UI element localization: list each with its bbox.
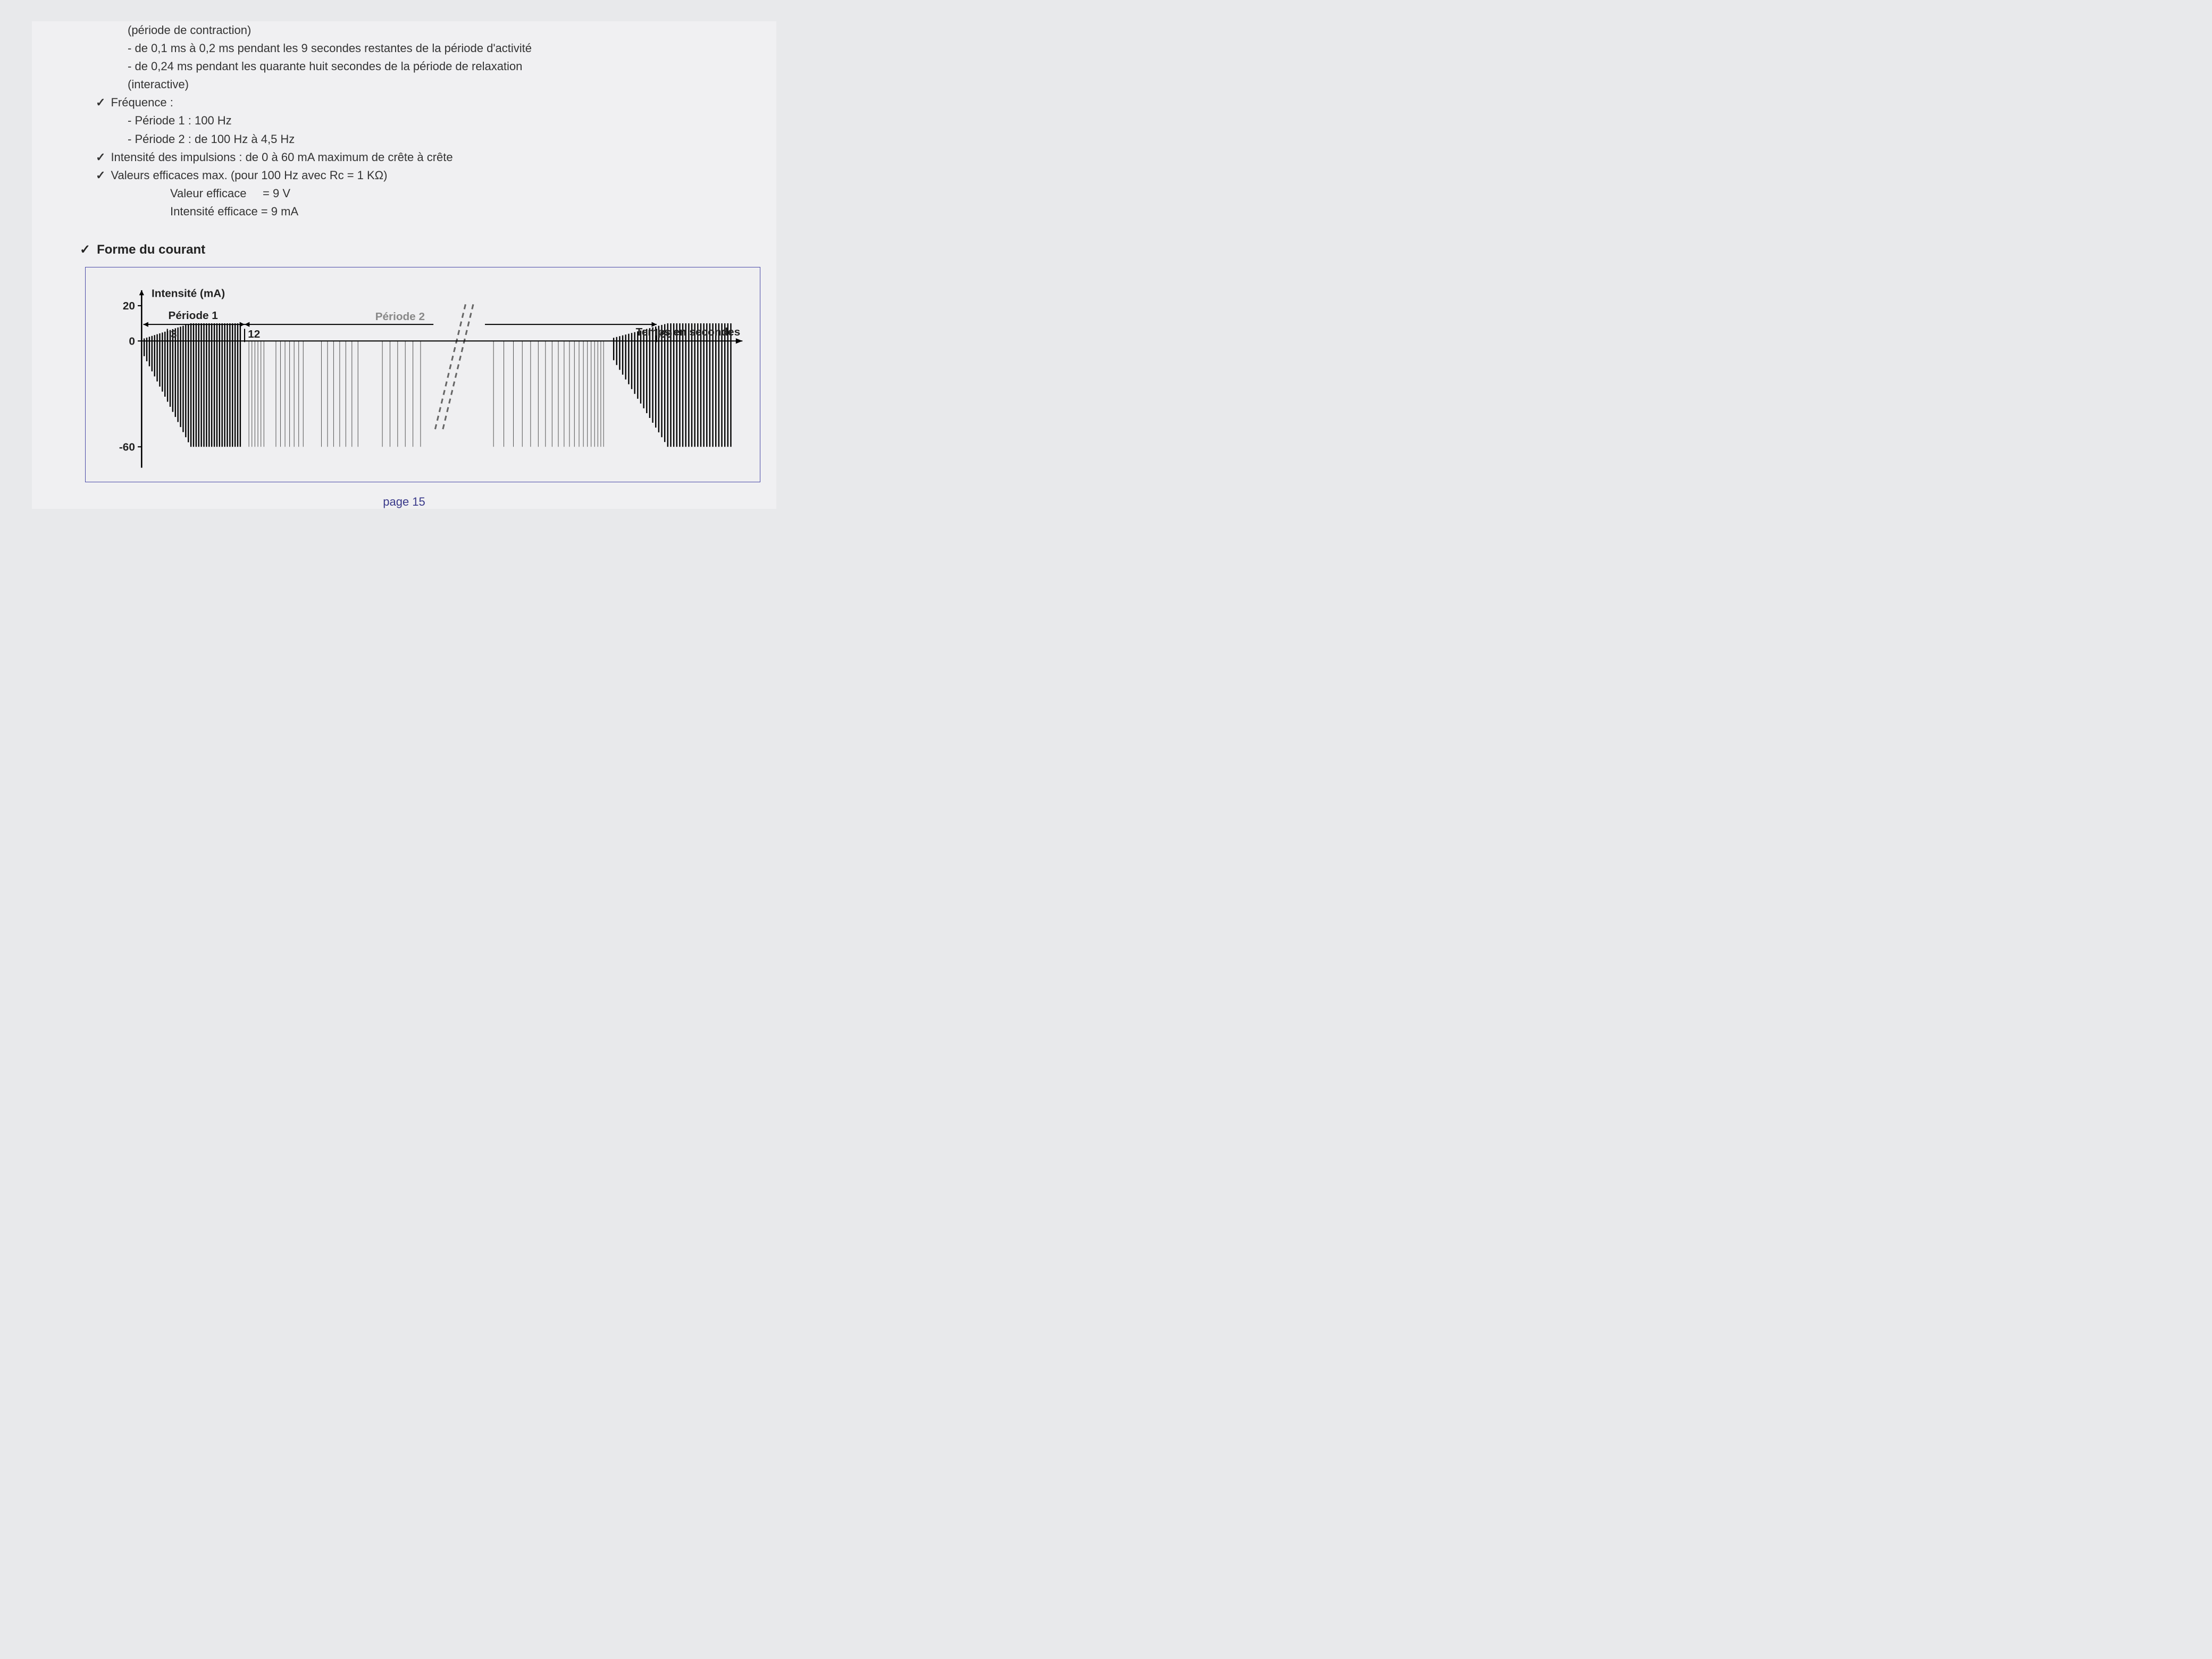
svg-text:20: 20 xyxy=(123,300,135,312)
forme-heading: Forme du courant xyxy=(80,242,776,257)
text-line: Valeur efficace = 9 V xyxy=(170,185,776,203)
text-line: Période 2 : de 100 Hz à 4,5 Hz xyxy=(128,130,776,148)
svg-text:Période 1: Période 1 xyxy=(169,309,218,322)
document-page: (période de contraction) de 0,1 ms à 0,2… xyxy=(32,21,776,509)
svg-text:3: 3 xyxy=(171,328,177,340)
waveform-svg: 200-6031260Intensité (mA)Temps en second… xyxy=(92,277,753,475)
text-line: Intensité efficace = 9 mA xyxy=(170,203,776,221)
svg-text:Intensité (mA): Intensité (mA) xyxy=(152,287,225,299)
svg-text:Temps en secondes: Temps en secondes xyxy=(636,326,741,338)
svg-text:-60: -60 xyxy=(119,441,135,454)
eff-heading: Valeurs efficaces max. (pour 100 Hz avec… xyxy=(96,166,776,185)
svg-text:0: 0 xyxy=(129,336,135,348)
page-number: page 15 xyxy=(32,495,776,509)
imp-line: Intensité des impulsions : de 0 à 60 mA … xyxy=(96,148,776,166)
waveform-chart: 200-6031260Intensité (mA)Temps en second… xyxy=(85,267,760,482)
text-line: Période 1 : 100 Hz xyxy=(128,112,776,130)
text-line: (interactive) xyxy=(128,76,776,94)
text-line: de 0,1 ms à 0,2 ms pendant les 9 seconde… xyxy=(128,39,776,57)
text-line: de 0,24 ms pendant les quarante huit sec… xyxy=(128,57,776,76)
freq-heading: Fréquence : xyxy=(96,94,776,112)
svg-text:12: 12 xyxy=(248,328,260,340)
text-line: (période de contraction) xyxy=(128,21,776,39)
svg-text:Période 2: Période 2 xyxy=(375,311,425,323)
